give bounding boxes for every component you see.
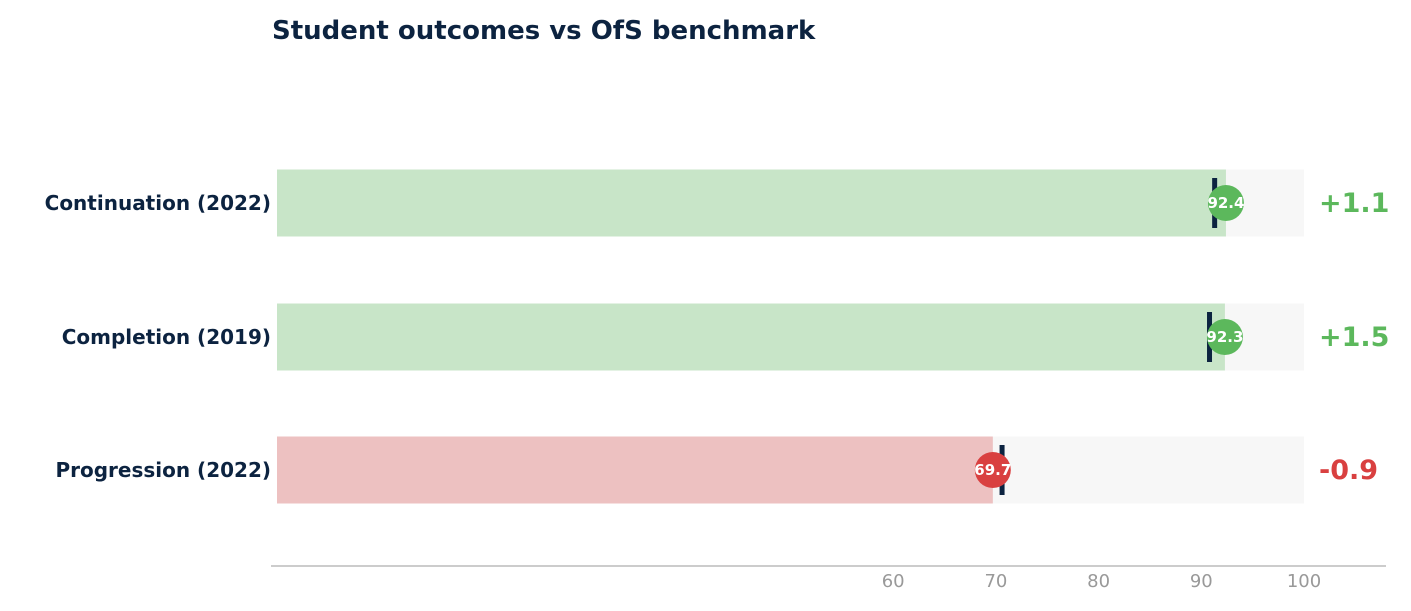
difference-label: +1.5 <box>1319 322 1389 353</box>
difference-label: +1.1 <box>1319 188 1389 219</box>
category-labels: Continuation (2022) Completion (2019) Prog… <box>45 191 271 482</box>
value-dot <box>974 452 1011 488</box>
chart-title: Student outcomes vs OfS benchmark <box>272 16 816 46</box>
x-tick-label: 90 <box>1190 571 1213 592</box>
x-tick-label: 100 <box>1287 571 1321 592</box>
difference-label: -0.9 <box>1319 455 1378 486</box>
x-axis: 60 70 80 90 100 <box>271 565 1386 592</box>
value-label: 92.4 <box>1207 194 1244 212</box>
value-dot <box>1207 185 1244 221</box>
category-label: Continuation (2022) <box>45 191 271 215</box>
category-label: Completion (2019) <box>62 325 271 349</box>
value-bar <box>277 303 1225 371</box>
value-bar <box>277 436 993 504</box>
difference-labels: +1.1 +1.5 -0.9 <box>1319 188 1389 486</box>
value-dot <box>1206 319 1243 355</box>
x-tick-label: 80 <box>1087 571 1110 592</box>
value-labels: 92.4 92.3 69.7 <box>974 194 1244 479</box>
value-bar <box>277 169 1226 237</box>
value-label: 92.3 <box>1206 328 1243 346</box>
value-label: 69.7 <box>974 461 1011 479</box>
category-label: Progression (2022) <box>55 458 271 482</box>
x-tick-label: 70 <box>984 571 1007 592</box>
x-tick-label: 60 <box>882 571 905 592</box>
value-bars <box>277 169 1226 504</box>
value-dots <box>974 185 1244 488</box>
